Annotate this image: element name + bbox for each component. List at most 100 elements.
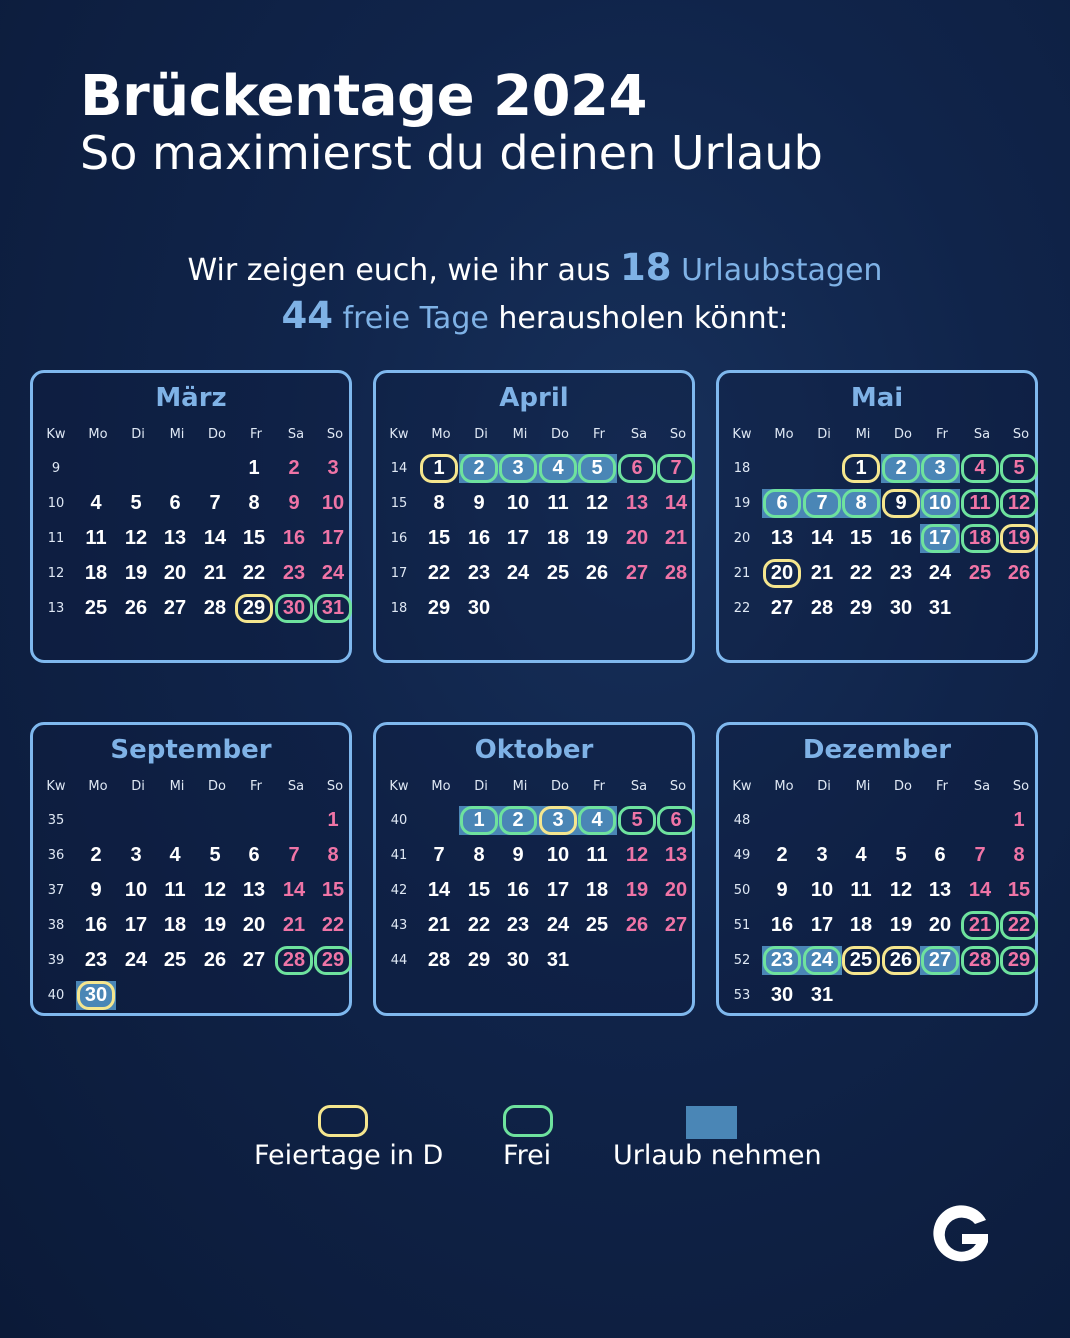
day-cell: 12: [585, 492, 609, 514]
weekday-label: Do: [208, 427, 226, 442]
weekday-label: Sa: [287, 427, 305, 442]
week-number-header: Kw: [46, 779, 66, 794]
day-cell: 26: [124, 597, 148, 619]
week-number: 39: [47, 953, 65, 968]
day-cell: 27: [664, 914, 688, 936]
day-cell: 6: [657, 806, 695, 835]
day-cell: 3: [816, 844, 828, 866]
week-row: 48 1: [719, 803, 1035, 838]
week-number: 19: [733, 496, 751, 511]
day-cell: 2: [882, 454, 920, 483]
day-cell: 6: [763, 489, 801, 518]
day-cell: 21: [203, 562, 227, 584]
day-cell: 1: [460, 806, 498, 835]
day-cell: 6: [934, 844, 946, 866]
weekday-label: Mi: [512, 427, 528, 442]
week-row: 19 6 7 8 9 10 11 12: [719, 486, 1038, 521]
week-row: 17 22 23 24 25 26 27 28: [376, 556, 692, 591]
day-cell: 19: [1000, 524, 1038, 553]
weekday-label: Mi: [855, 427, 871, 442]
day-cell: 28: [810, 597, 834, 619]
month-card: April Kw Mo Di Mi Do Fr Sa So 14 1 2 3 4 5 6 7 15 8 9 10 11 12…: [373, 370, 695, 663]
day-cell: 14: [664, 492, 688, 514]
week-number: 10: [47, 496, 65, 511]
week-number: 20: [733, 531, 751, 546]
week-row: 20 13 14 15 16 17 18 19: [719, 521, 1038, 556]
day-cell: 10: [546, 844, 570, 866]
day-cell: 18: [585, 879, 609, 901]
week-row: 40 1 2 3 4 5 6: [376, 803, 695, 838]
day-cell: 29: [314, 946, 352, 975]
day-cell: 13: [163, 527, 187, 549]
week-number-header: Kw: [732, 427, 752, 442]
day-cell: 22: [242, 562, 266, 584]
day-cell: 20: [242, 914, 266, 936]
vacation-bar: [459, 454, 617, 483]
day-cell: 4: [855, 844, 867, 866]
day-cell: 23: [84, 949, 108, 971]
weekday-label: Mo: [88, 779, 108, 794]
week-row: 50 9 10 11 12 13 14 15: [719, 873, 1035, 908]
day-cell: 1: [842, 454, 880, 483]
day-cell: 9: [288, 492, 300, 514]
week-number-header: Kw: [389, 427, 409, 442]
day-cell: 11: [85, 527, 107, 549]
day-cell: 23: [889, 562, 913, 584]
week-number: 44: [390, 953, 408, 968]
month-card: Mai Kw Mo Di Mi Do Fr Sa So 18 1 2 3 4 5 19 6 7 8 9 10 11 12 20…: [716, 370, 1038, 663]
day-cell: 2: [499, 806, 537, 835]
week-number-header: Kw: [732, 779, 752, 794]
day-cell: 7: [288, 844, 300, 866]
day-cell: 6: [618, 454, 656, 483]
day-cell: 12: [625, 844, 649, 866]
weekday-label: So: [669, 427, 687, 442]
day-cell: 22: [427, 562, 451, 584]
weekday-label: So: [1012, 779, 1030, 794]
day-cell: 17: [124, 914, 148, 936]
day-cell: 21: [961, 911, 999, 940]
day-cell: 8: [842, 489, 880, 518]
day-cell: 3: [921, 454, 959, 483]
week-row: 12 18 19 20 21 22 23 24: [33, 556, 349, 591]
vacation-days-count: 18: [620, 246, 672, 289]
week-number: 41: [390, 848, 408, 863]
day-cell: 17: [506, 527, 530, 549]
week-row: 18 1 2 3 4 5: [719, 451, 1038, 486]
day-cell: 1: [248, 457, 260, 479]
day-cell: 2: [90, 844, 102, 866]
vacation-bar: [459, 806, 617, 835]
month-title: September: [110, 735, 272, 765]
day-cell: 8: [327, 844, 339, 866]
legend-free-label: Frei: [503, 1140, 552, 1171]
day-cell: 2: [460, 454, 498, 483]
day-cell: 10: [810, 879, 834, 901]
weekday-label: So: [669, 779, 687, 794]
day-cell: 1: [327, 809, 339, 831]
day-cell: 22: [849, 562, 873, 584]
day-cell: 15: [467, 879, 491, 901]
day-cell: 12: [1000, 489, 1038, 518]
week-number: 36: [47, 848, 65, 863]
weekday-header: Kw Mo Di Mi Do Fr Sa So: [376, 779, 692, 797]
day-cell: 2: [288, 457, 300, 479]
week-number: 17: [390, 566, 408, 581]
day-cell: 1: [1013, 809, 1025, 831]
day-cell: 8: [248, 492, 260, 514]
week-row: 53 30 31: [719, 978, 1035, 1013]
day-cell: 26: [203, 949, 227, 971]
weekday-label: Do: [894, 779, 912, 794]
day-cell: 16: [889, 527, 913, 549]
day-cell: 23: [467, 562, 491, 584]
week-row: 36 2 3 4 5 6 7 8: [33, 838, 349, 873]
intro-line-1: Wir zeigen euch, wie ihr aus 18 Urlaubst…: [0, 246, 1070, 290]
vacation-days-label: Urlaubstagen: [671, 253, 883, 288]
day-cell: 12: [203, 879, 227, 901]
day-cell: 31: [810, 984, 834, 1006]
weekday-header: Kw Mo Di Mi Do Fr Sa So: [719, 779, 1035, 797]
day-cell: 21: [427, 914, 451, 936]
weekday-label: Fr: [593, 779, 605, 794]
weekday-label: Di: [474, 427, 488, 442]
month-title: März: [155, 383, 227, 413]
week-row: 37 9 10 11 12 13 14 15: [33, 873, 349, 908]
day-cell: 29: [427, 597, 451, 619]
